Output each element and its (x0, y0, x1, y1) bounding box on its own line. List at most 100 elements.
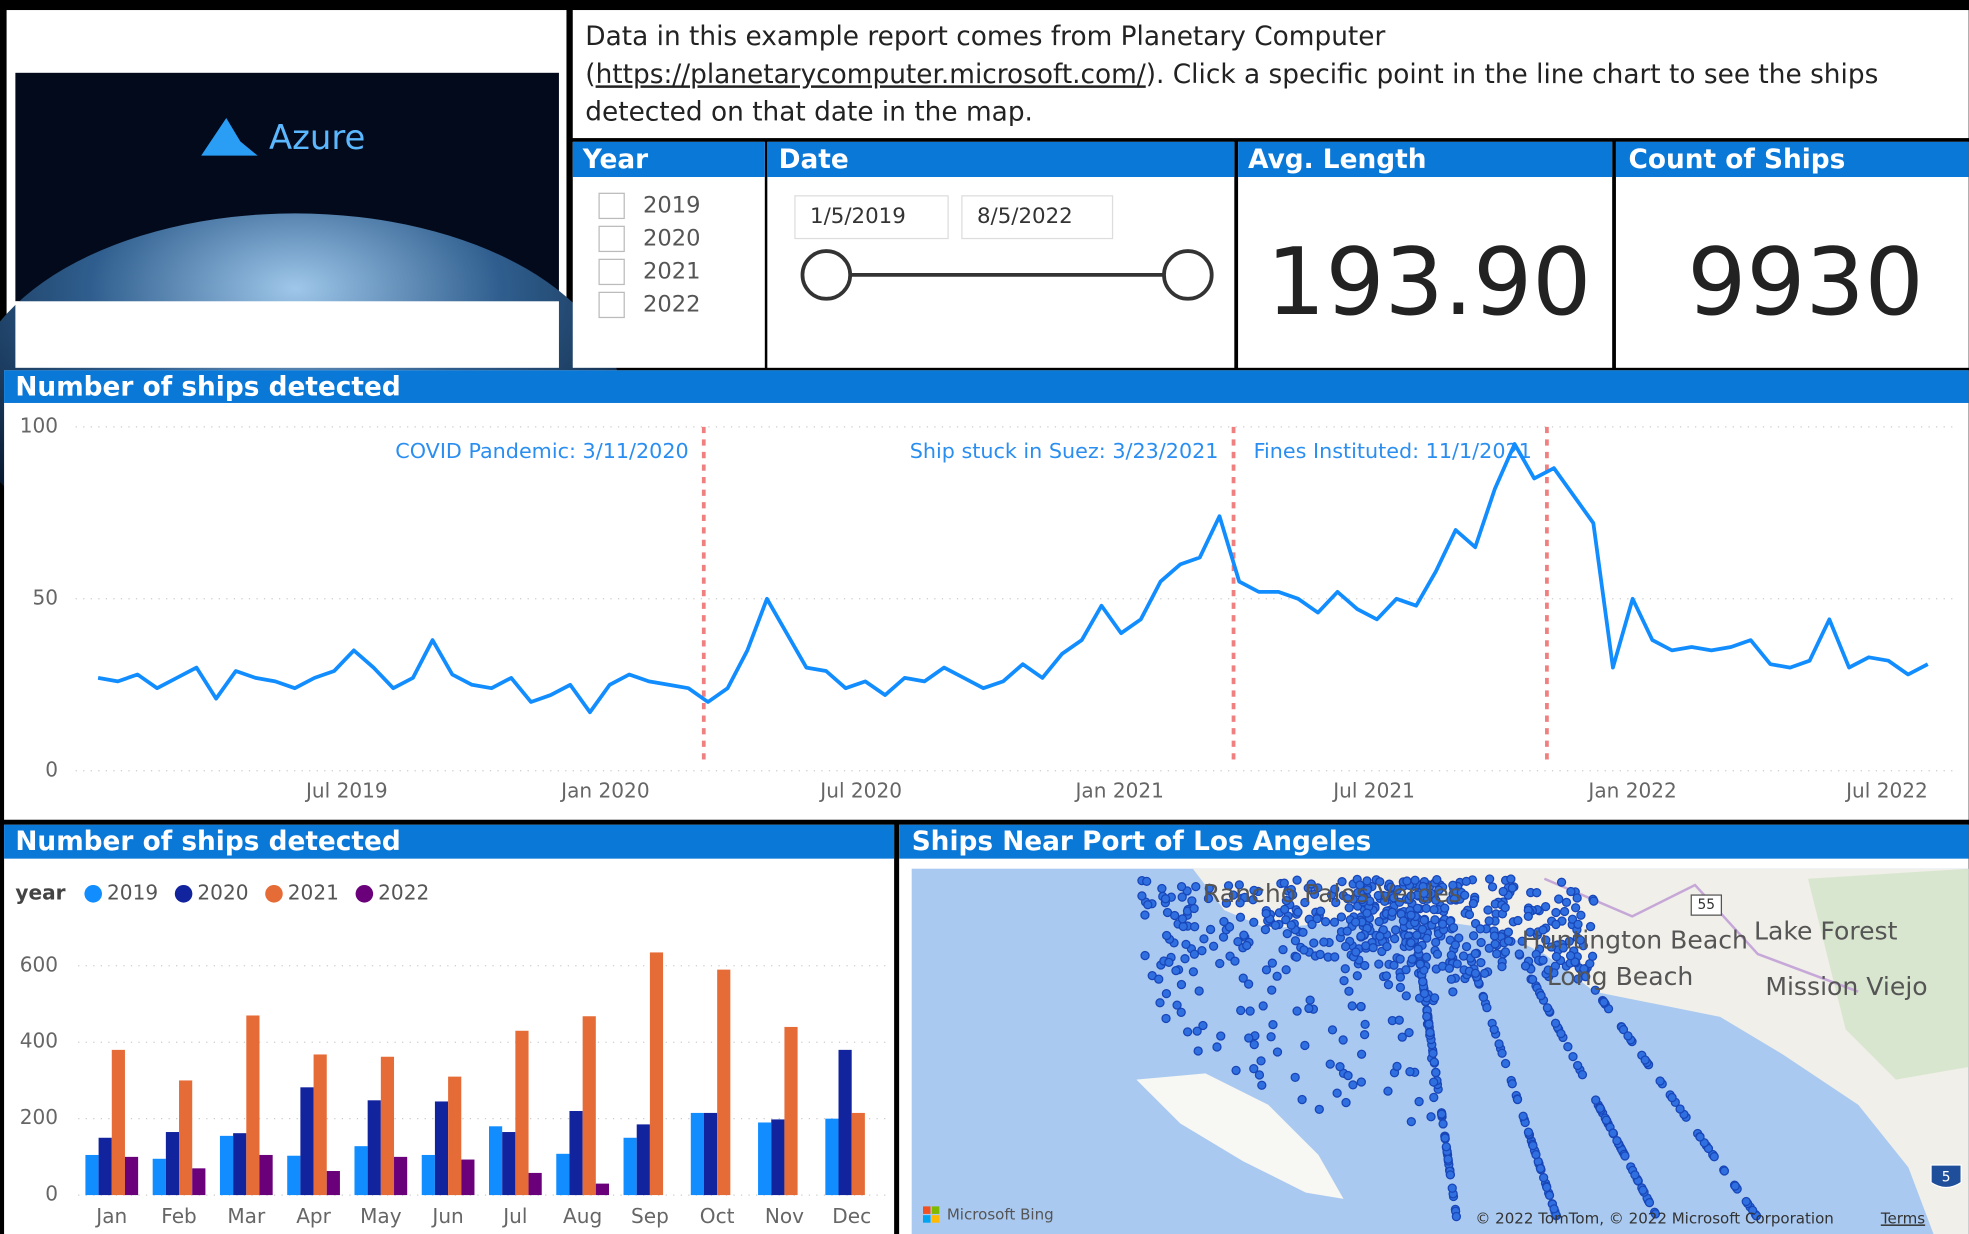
bar[interactable] (166, 1132, 179, 1195)
map-point (1419, 978, 1427, 986)
bar[interactable] (569, 1111, 582, 1195)
map-point (1498, 963, 1506, 971)
map-point (1301, 1041, 1309, 1049)
bar[interactable] (529, 1173, 542, 1195)
bar[interactable] (839, 1050, 852, 1195)
bar[interactable] (758, 1122, 771, 1195)
map-point (1543, 1004, 1551, 1012)
bar[interactable] (368, 1100, 381, 1195)
map-point (1231, 957, 1239, 965)
map-point (1216, 959, 1224, 967)
bar[interactable] (354, 1146, 367, 1195)
bar[interactable] (85, 1155, 98, 1195)
bar[interactable] (704, 1113, 717, 1195)
description-link[interactable]: https://planetarycomputer.microsoft.com/ (596, 59, 1146, 89)
map-point (1542, 903, 1550, 911)
checkbox[interactable] (599, 226, 624, 251)
y-tick-label: 600 (20, 952, 58, 976)
map-point (1476, 925, 1484, 933)
bar[interactable] (259, 1155, 272, 1195)
checkbox[interactable] (599, 259, 624, 284)
bar[interactable] (233, 1133, 246, 1195)
date-slider-handle[interactable] (1164, 251, 1212, 299)
map-point (1465, 911, 1473, 919)
map-point (1602, 1116, 1610, 1124)
map-point (1508, 1080, 1516, 1088)
bar[interactable] (583, 1016, 596, 1195)
checkbox[interactable] (599, 193, 624, 218)
dashboard: Azure Data in this example report comes … (0, 0, 1969, 1234)
y-tick-label: 50 (32, 585, 58, 609)
map-point (1199, 1021, 1207, 1029)
bar[interactable] (314, 1054, 327, 1195)
map-point (1402, 966, 1410, 974)
date-end: 8/5/2022 (977, 204, 1073, 229)
bar[interactable] (448, 1077, 461, 1195)
map-point (1562, 898, 1570, 906)
map-point (1382, 972, 1390, 980)
bar[interactable] (489, 1126, 502, 1195)
map-point (1342, 1099, 1350, 1107)
date-slider-handle[interactable] (802, 251, 850, 299)
bar[interactable] (246, 1015, 259, 1195)
bar[interactable] (461, 1160, 474, 1196)
bar[interactable] (220, 1136, 233, 1195)
map-point (1600, 998, 1608, 1006)
bar[interactable] (596, 1184, 609, 1195)
bar[interactable] (556, 1154, 569, 1195)
map-point (1539, 956, 1547, 964)
annotation-label: COVID Pandemic: 3/11/2020 (395, 439, 688, 463)
map-point (1564, 1043, 1572, 1051)
bar[interactable] (825, 1119, 838, 1195)
bar[interactable] (327, 1171, 340, 1195)
y-tick-label: 0 (45, 757, 58, 781)
bar[interactable] (287, 1156, 300, 1195)
map-point (1268, 959, 1276, 967)
map-point (1213, 1043, 1221, 1051)
x-tick-label: Jan (94, 1204, 127, 1228)
map-point (1178, 915, 1186, 923)
year-option: 2021 (643, 258, 700, 284)
map-point (1446, 1171, 1454, 1179)
map-point (1191, 923, 1199, 931)
map-terms[interactable]: Terms (1880, 1209, 1925, 1227)
bar[interactable] (300, 1087, 313, 1195)
map-point (1574, 1062, 1582, 1070)
bar[interactable] (153, 1159, 166, 1195)
bar[interactable] (717, 970, 730, 1195)
bar[interactable] (784, 1027, 797, 1195)
bar[interactable] (691, 1113, 704, 1195)
map-point (1308, 920, 1316, 928)
map-point (1441, 1134, 1449, 1142)
bar[interactable] (125, 1157, 138, 1195)
bar[interactable] (637, 1124, 650, 1195)
bar[interactable] (112, 1050, 125, 1195)
bar[interactable] (624, 1138, 637, 1195)
x-tick-label: Jul 2021 (1331, 779, 1415, 803)
bar[interactable] (394, 1157, 407, 1195)
bar[interactable] (381, 1057, 394, 1195)
map-point (1240, 931, 1248, 939)
map-point (1300, 946, 1308, 954)
bar[interactable] (502, 1132, 515, 1195)
bar[interactable] (179, 1080, 192, 1195)
bar[interactable] (99, 1138, 112, 1195)
map-point (1357, 932, 1365, 940)
bar[interactable] (435, 1101, 448, 1195)
map-point (1181, 955, 1189, 963)
bar[interactable] (650, 952, 663, 1195)
bar[interactable] (771, 1119, 784, 1195)
map-point (1250, 918, 1258, 926)
map-point (1268, 986, 1276, 994)
bar[interactable] (852, 1113, 865, 1195)
map-point (1460, 952, 1468, 960)
checkbox[interactable] (599, 292, 624, 317)
map-point (1552, 1019, 1560, 1027)
bar[interactable] (192, 1168, 205, 1195)
bar[interactable] (422, 1155, 435, 1195)
map-point (1420, 989, 1428, 997)
map-point (1449, 988, 1457, 996)
map-point (1425, 1020, 1433, 1028)
bar[interactable] (515, 1031, 528, 1195)
map-point (1392, 926, 1400, 934)
